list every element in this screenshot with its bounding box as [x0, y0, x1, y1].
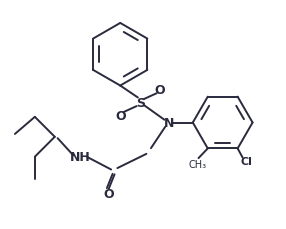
Text: O: O: [115, 109, 126, 122]
Text: N: N: [163, 117, 174, 129]
Text: S: S: [136, 97, 145, 110]
Text: O: O: [104, 187, 114, 200]
Text: CH₃: CH₃: [188, 159, 206, 169]
Text: O: O: [155, 84, 165, 97]
Text: Cl: Cl: [241, 156, 253, 166]
Text: NH: NH: [70, 150, 91, 164]
